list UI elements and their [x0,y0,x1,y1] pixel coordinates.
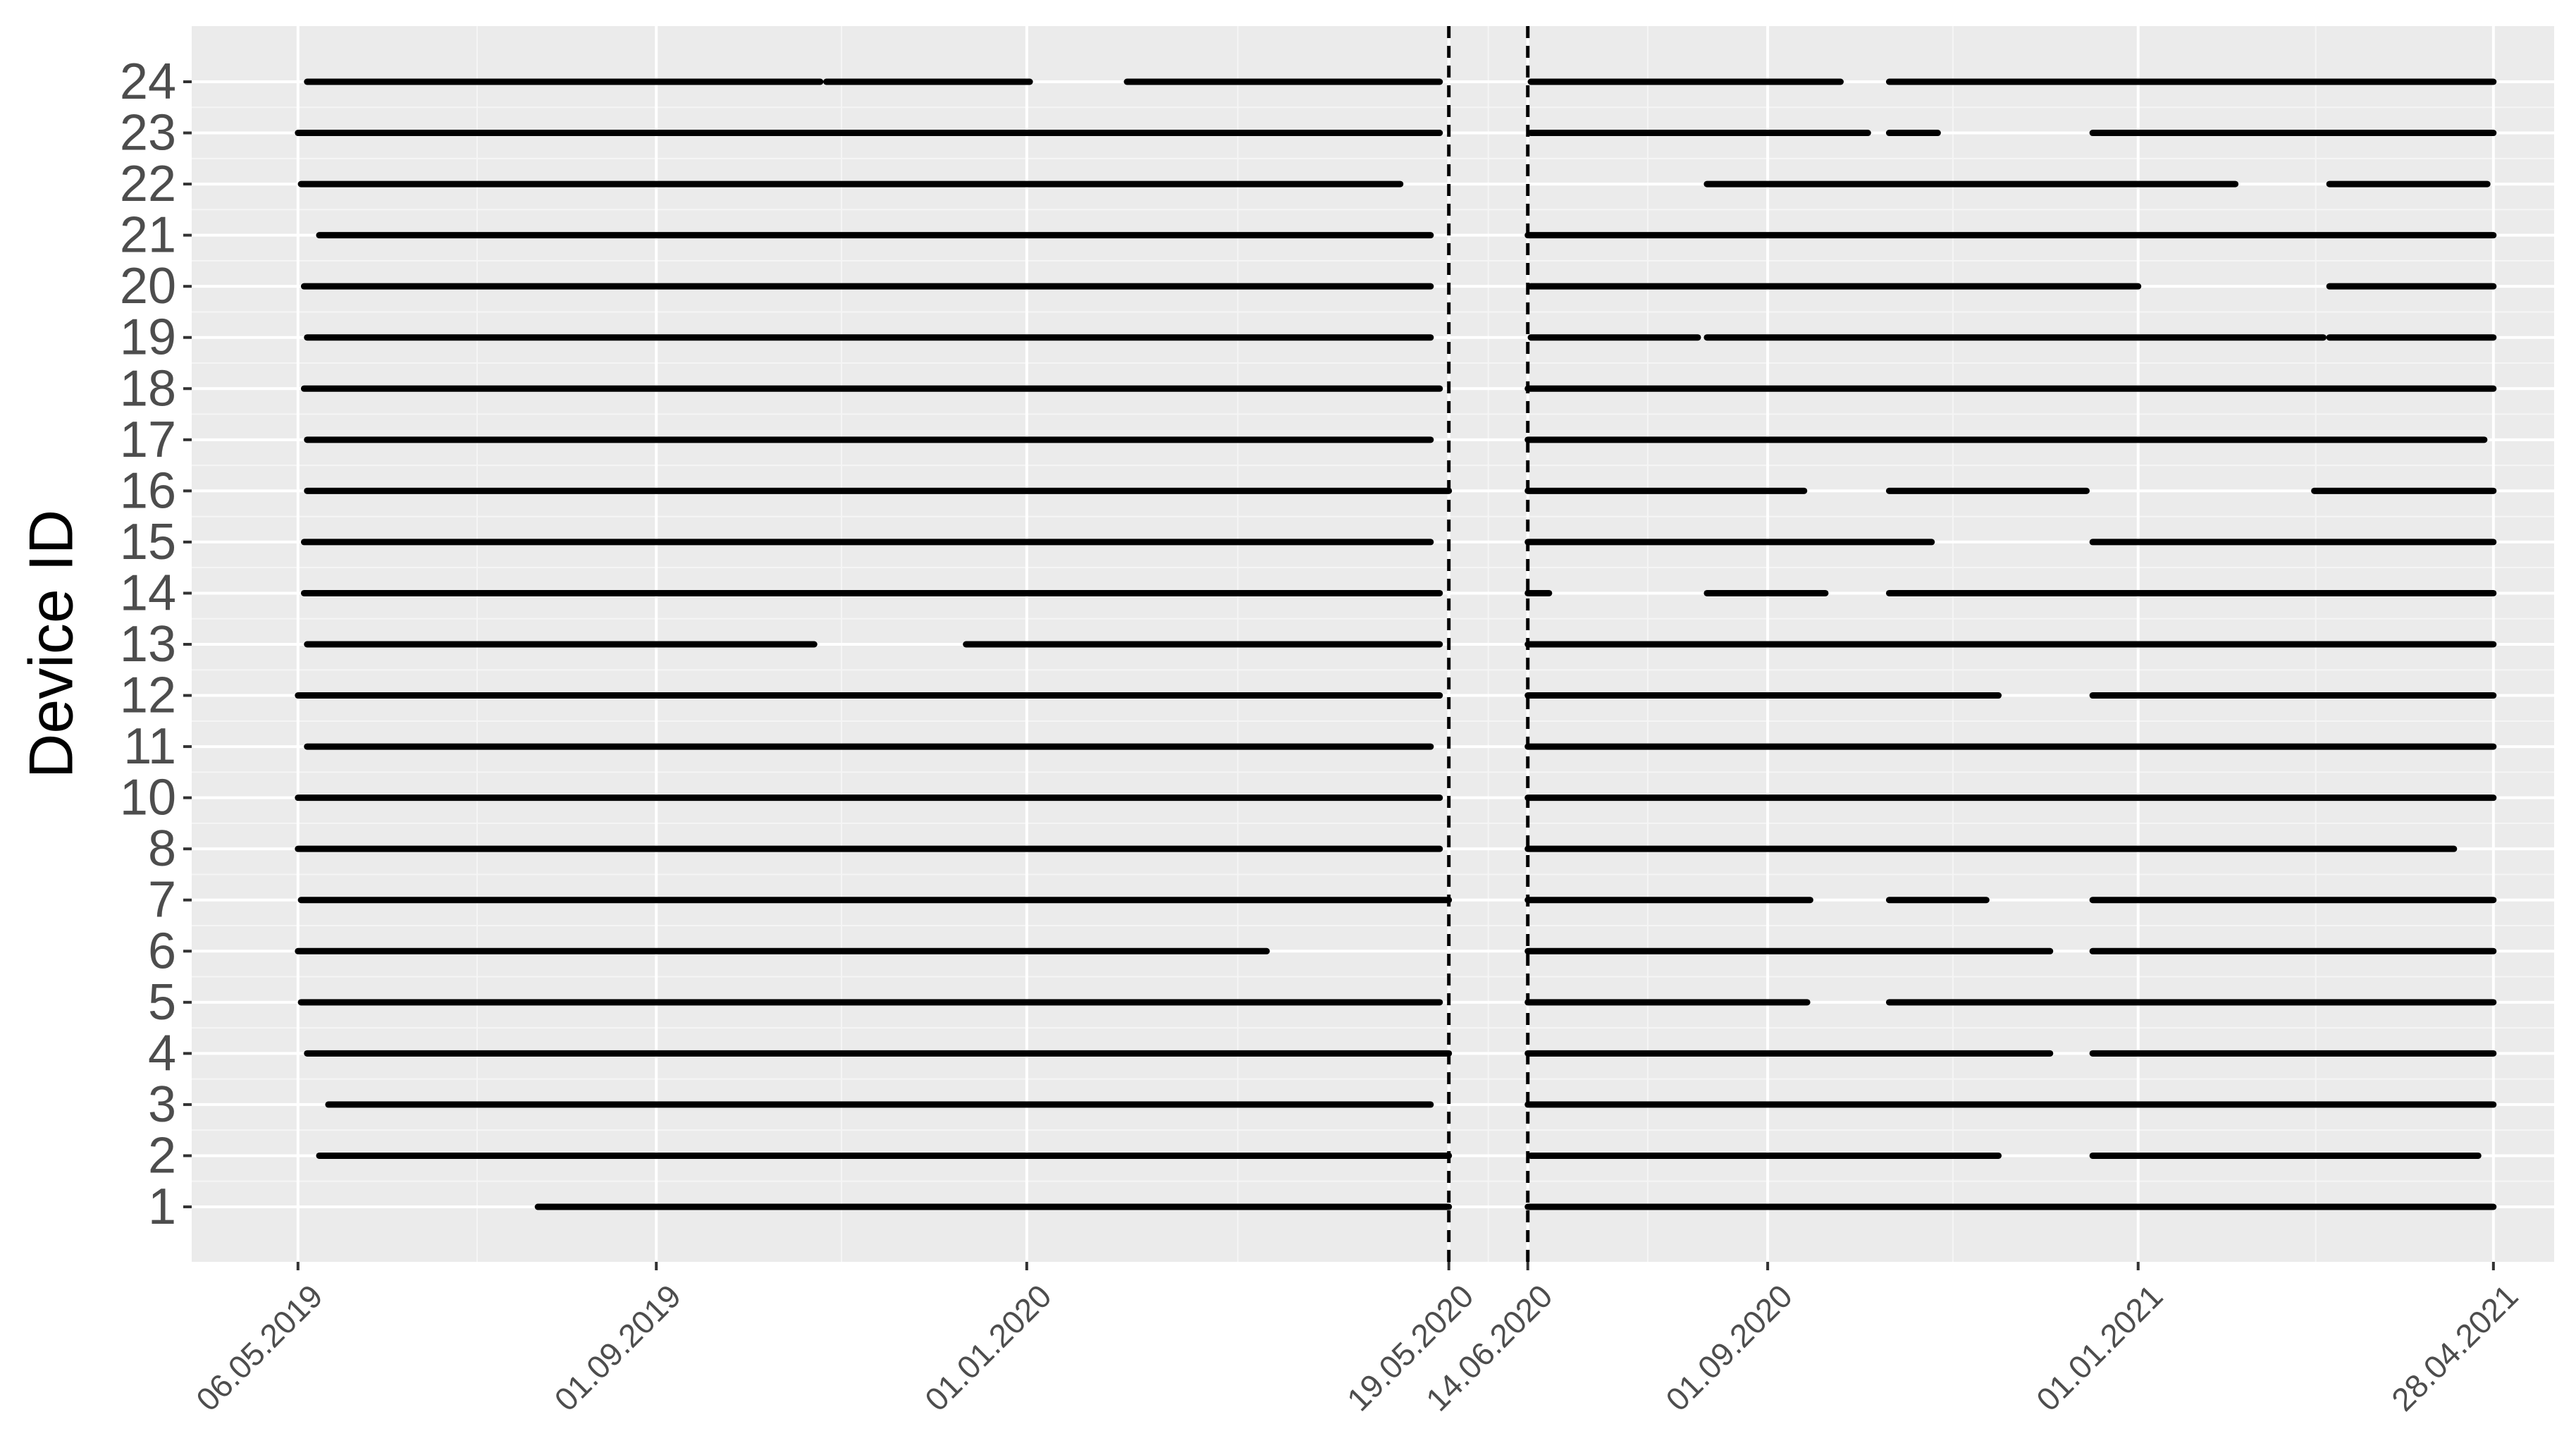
x-tick-label: 28.04.2021 [2384,1277,2525,1418]
x-tick-label: 01.01.2021 [2029,1277,2170,1418]
y-tick-label: 20 [120,258,176,314]
y-tick-label: 24 [120,54,176,110]
y-tick-label: 4 [148,1025,176,1081]
y-tick-label: 1 [148,1179,176,1235]
y-tick-label: 8 [148,821,176,877]
y-tick-label: 5 [148,974,176,1031]
y-tick-label: 13 [120,616,176,673]
x-tick-label: 01.09.2020 [1658,1277,1799,1418]
y-tick-label: 19 [120,309,176,366]
y-tick-label: 2 [148,1127,176,1184]
y-tick-label: 7 [148,872,176,928]
y-tick-label: 12 [120,668,176,724]
x-tick-label: 01.01.2020 [918,1277,1059,1418]
y-tick-label: 18 [120,360,176,417]
y-tick-label: 11 [123,718,176,775]
x-tick-label: 06.05.2019 [189,1277,330,1418]
y-tick-label: 16 [120,462,176,519]
y-tick-label: 17 [120,412,176,468]
y-tick-label: 22 [120,156,176,212]
y-tick-label: 23 [120,105,176,161]
y-tick-label: 3 [148,1076,176,1133]
y-tick-label: 14 [120,565,176,621]
y-tick-label: 10 [120,770,176,826]
y-axis-label: Device ID [16,510,86,778]
segments-layer [295,78,2497,1210]
y-tick-label: 15 [120,514,176,570]
x-tick-label: 01.09.2019 [547,1277,688,1418]
y-tick-label: 6 [148,923,176,979]
y-tick-label: 21 [120,207,176,264]
x-axis: 06.05.2019 01.09.2019 01.01.2020 19.05.2020… [189,1262,2525,1418]
